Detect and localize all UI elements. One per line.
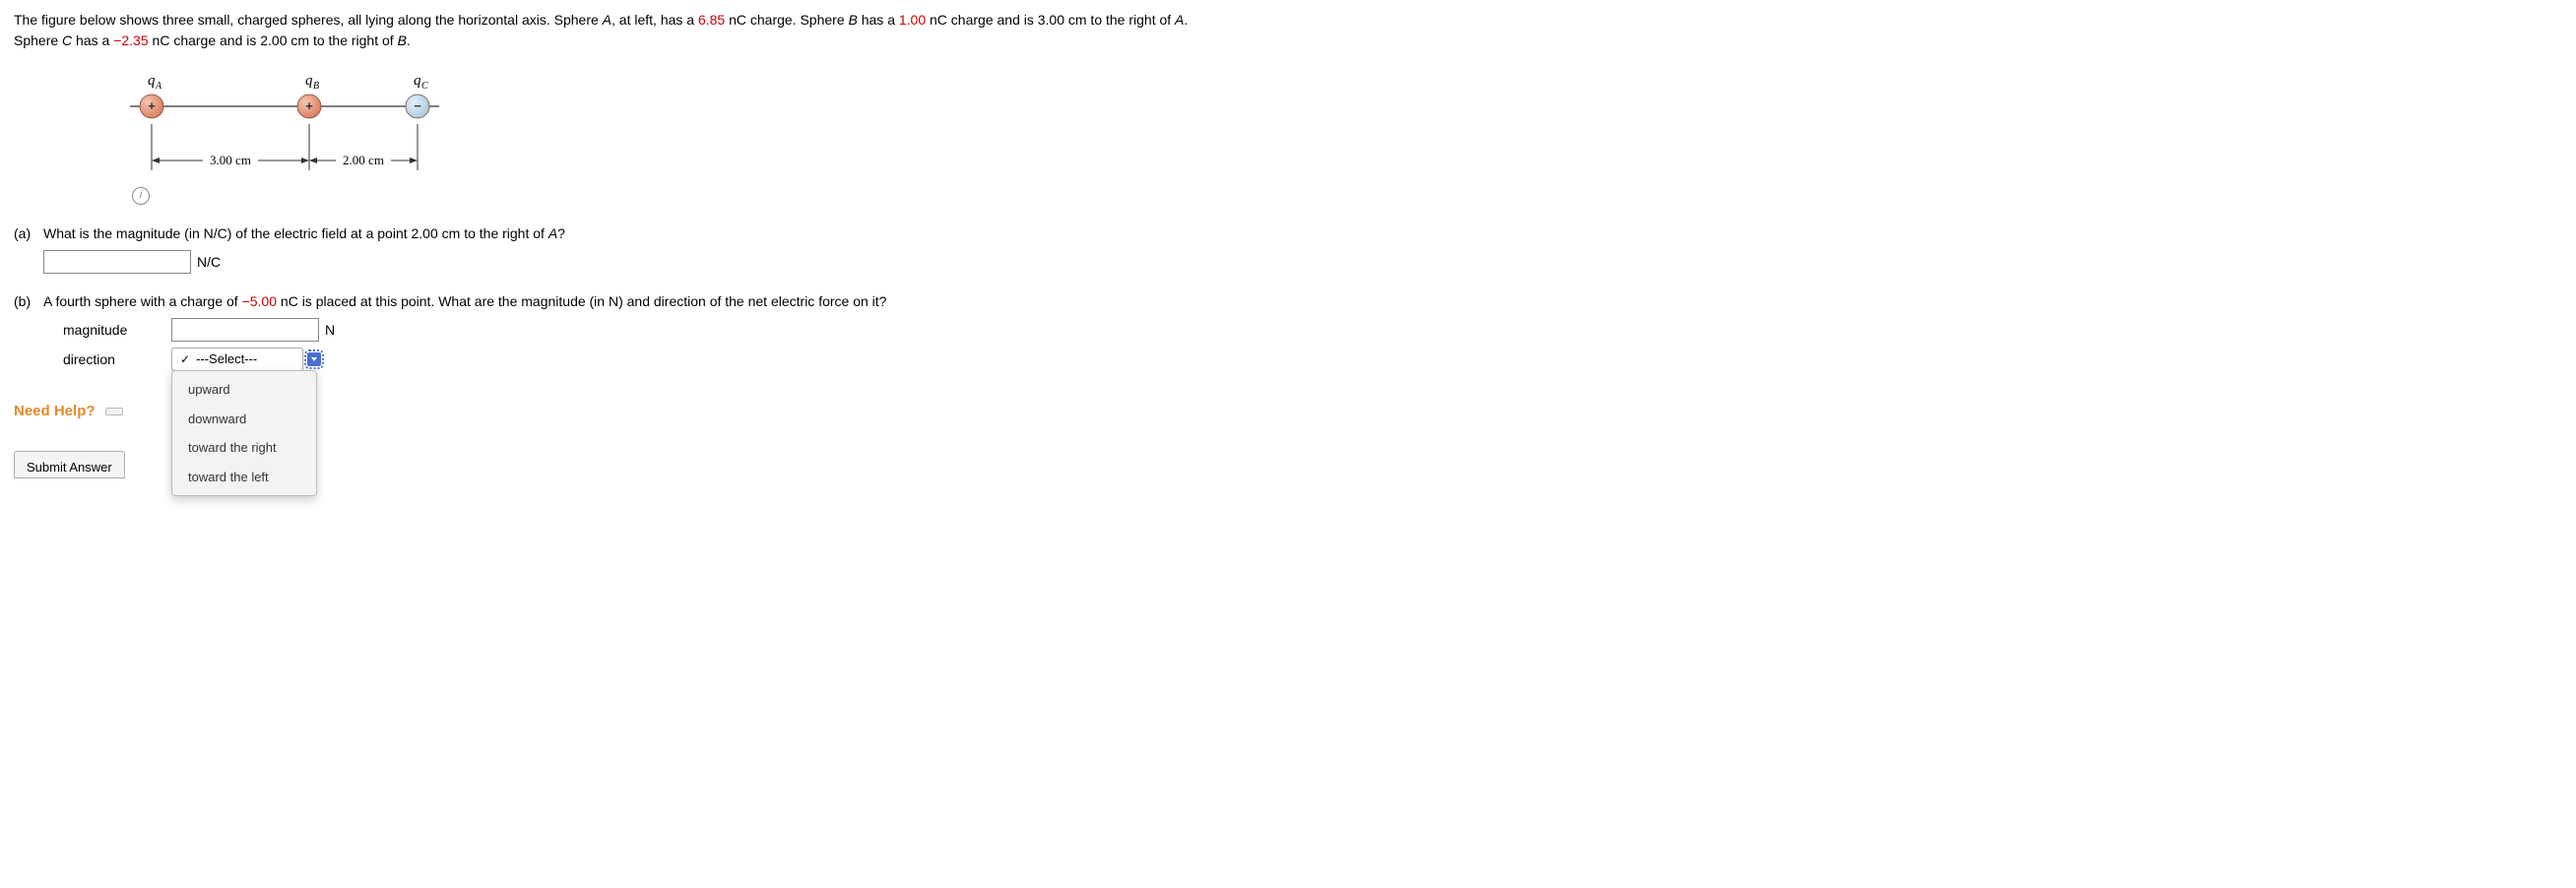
- intro-text: .: [1184, 12, 1188, 28]
- problem-statement: The figure below shows three small, char…: [14, 10, 2562, 51]
- chevron-down-icon: [307, 352, 321, 366]
- sphere-c-ref: C: [62, 32, 72, 48]
- intro-text: nC charge and is 2.00 cm to the right of: [149, 32, 398, 48]
- intro-text: Sphere: [14, 32, 62, 48]
- sphere-b-ref: B: [398, 32, 407, 48]
- magnitude-label: magnitude: [63, 320, 171, 341]
- svg-text:+: +: [305, 98, 313, 113]
- read-it-button[interactable]: [105, 408, 123, 415]
- part-a: (a) What is the magnitude (in N/C) of th…: [14, 223, 2562, 244]
- svg-text:A: A: [155, 81, 162, 92]
- part-a-label: (a): [14, 223, 43, 244]
- magnitude-unit: N: [325, 320, 335, 341]
- part-a-question: What is the magnitude (in N/C) of the el…: [43, 223, 2562, 244]
- direction-dropdown: upwarddownwardtoward the righttoward the…: [171, 370, 317, 496]
- svg-text:B: B: [313, 81, 319, 92]
- part-b-magnitude-row: magnitude N: [63, 318, 2562, 342]
- part-a-answer-row: N/C: [43, 250, 2562, 274]
- intro-text: has a: [858, 12, 899, 28]
- check-icon: ✓: [180, 350, 190, 368]
- need-help-label: Need Help?: [14, 401, 96, 423]
- part-b-question: A fourth sphere with a charge of −5.00 n…: [43, 291, 2562, 312]
- submit-button[interactable]: Submit Answer: [14, 451, 125, 478]
- direction-select[interactable]: ✓ ---Select--- upwarddownwardtoward the …: [171, 348, 303, 371]
- charge-d-value: −5.00: [242, 293, 277, 309]
- svg-text:q: q: [414, 73, 421, 89]
- svg-text:2.00 cm: 2.00 cm: [343, 153, 384, 167]
- intro-text: The figure below shows three small, char…: [14, 12, 603, 28]
- figure-container: ++−qAqBqC3.00 cm2.00 cm i: [122, 67, 2562, 206]
- need-help-row: Need Help?: [14, 401, 2562, 423]
- direction-option[interactable]: toward the right: [172, 433, 316, 463]
- direction-selected-text: ---Select---: [196, 349, 257, 369]
- direction-label: direction: [63, 349, 171, 370]
- part-a-input[interactable]: [43, 250, 191, 274]
- part-b-label: (b): [14, 291, 43, 312]
- select-arrow[interactable]: [306, 349, 322, 370]
- charge-b-value: 1.00: [899, 12, 926, 28]
- sphere-a-ref: A: [603, 12, 612, 28]
- intro-text: .: [407, 32, 411, 48]
- sphere-b-ref: B: [849, 12, 858, 28]
- intro-text: nC charge. Sphere: [725, 12, 848, 28]
- part-a-unit: N/C: [197, 252, 221, 273]
- sphere-a-ref: A: [1175, 12, 1184, 28]
- intro-text: has a: [72, 32, 113, 48]
- direction-option[interactable]: toward the left: [172, 463, 316, 492]
- charge-c-value: −2.35: [113, 32, 148, 48]
- direction-select-box[interactable]: ✓ ---Select---: [171, 348, 303, 371]
- svg-text:+: +: [148, 98, 156, 113]
- charge-diagram: ++−qAqBqC3.00 cm2.00 cm: [122, 67, 477, 185]
- info-icon[interactable]: i: [132, 187, 150, 205]
- direction-option[interactable]: downward: [172, 405, 316, 434]
- svg-text:q: q: [305, 73, 313, 89]
- intro-text: nC charge and is 3.00 cm to the right of: [926, 12, 1175, 28]
- charge-a-value: 6.85: [698, 12, 725, 28]
- part-b-direction-row: direction ✓ ---Select--- upwarddownwardt…: [63, 348, 2562, 371]
- svg-text:C: C: [421, 81, 428, 92]
- intro-text: , at left, has a: [612, 12, 698, 28]
- svg-text:−: −: [414, 98, 421, 113]
- svg-text:3.00 cm: 3.00 cm: [210, 153, 251, 167]
- part-b: (b) A fourth sphere with a charge of −5.…: [14, 291, 2562, 312]
- magnitude-input[interactable]: [171, 318, 319, 342]
- svg-text:q: q: [148, 73, 156, 89]
- direction-option[interactable]: upward: [172, 375, 316, 405]
